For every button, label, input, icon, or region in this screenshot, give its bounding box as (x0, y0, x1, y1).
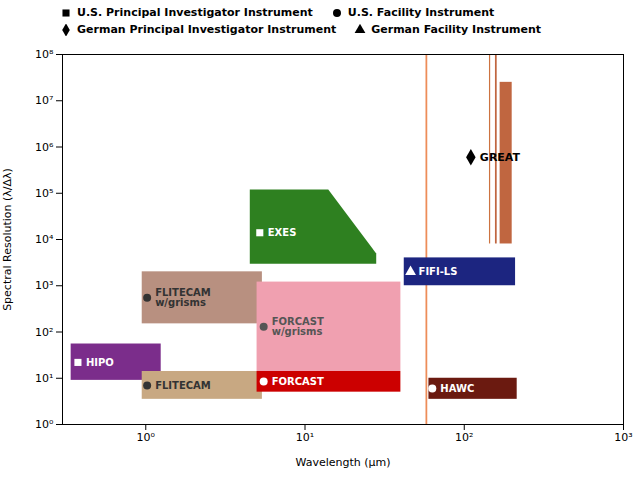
svg-text:10⁴: 10⁴ (35, 233, 54, 246)
svg-text:10⁰: 10⁰ (35, 418, 54, 431)
svg-text:10⁶: 10⁶ (35, 141, 54, 154)
svg-text:HIPO: HIPO (86, 357, 114, 368)
svg-text:EXES: EXES (268, 227, 297, 238)
html-text:U.S. Principal Investigator In: U.S. Principal Investigator Instrument (77, 6, 313, 19)
svg-text:10⁵: 10⁵ (35, 187, 53, 200)
html-text:U.S. Facility Instrument: U.S. Facility Instrument (347, 6, 495, 19)
svg-text:GREAT: GREAT (480, 151, 521, 164)
svg-text:Wavelength (μm): Wavelength (μm) (295, 456, 390, 469)
html-text:German Principal Investigator: German Principal Investigator Instrument (77, 23, 337, 36)
svg-text:10⁷: 10⁷ (35, 94, 53, 107)
svg-text:Spectral Resolution (λ/Δλ): Spectral Resolution (λ/Δλ) (1, 168, 14, 311)
svg-text:10²: 10² (455, 431, 473, 444)
svg-text:FORCAST: FORCAST (272, 376, 324, 387)
html-text:German Facility Instrument: German Facility Instrument (371, 23, 542, 36)
svg-text:10⁸: 10⁸ (35, 48, 54, 61)
svg-text:FIFI-LS: FIFI-LS (419, 266, 458, 277)
svg-text:10¹: 10¹ (296, 431, 314, 444)
svg-text:10⁰: 10⁰ (137, 431, 156, 444)
svg-text:FLITECAMw/grisms: FLITECAMw/grisms (155, 287, 211, 308)
svg-text:HAWC: HAWC (440, 383, 474, 394)
svg-text:10³: 10³ (614, 431, 632, 444)
svg-text:FORCASTw/grisms: FORCASTw/grisms (272, 316, 324, 337)
svg-text:10³: 10³ (35, 279, 53, 292)
svg-text:10¹: 10¹ (35, 372, 53, 385)
svg-text:10²: 10² (35, 326, 53, 339)
svg-text:FLITECAM: FLITECAM (155, 380, 211, 391)
